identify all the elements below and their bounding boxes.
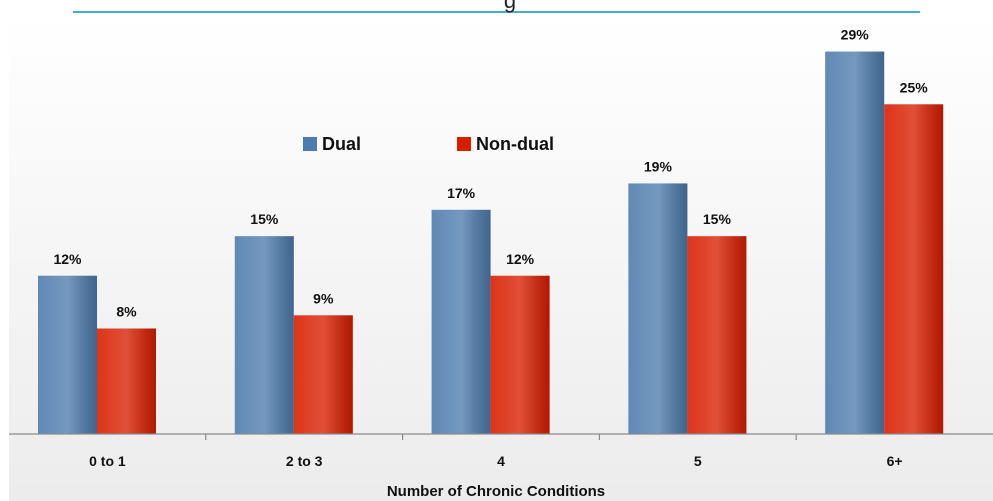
bar-shading [687, 236, 747, 434]
bar-shading [884, 104, 944, 434]
x-tick-label: 0 to 1 [89, 453, 126, 469]
bar-shading [293, 315, 353, 434]
data-label-dual: 15% [250, 211, 279, 227]
data-label-non-dual: 8% [116, 304, 137, 320]
legend-label-non-dual: Non-dual [476, 134, 554, 154]
x-axis-title: Number of Chronic Conditions [387, 483, 605, 500]
data-label-dual: 19% [644, 158, 673, 174]
x-axis-ticks [205, 434, 797, 440]
bar-shading [825, 51, 885, 434]
bars-layer [38, 51, 944, 434]
bar-shading [234, 236, 294, 434]
x-axis-tick-labels: 0 to 1 2 to 3 4 5 6+ [89, 453, 902, 469]
bar-shading [38, 275, 97, 434]
bar-shading [431, 209, 491, 434]
data-label-dual: 29% [841, 27, 870, 43]
legend-label-dual: Dual [322, 134, 361, 154]
data-label-dual: 17% [447, 185, 476, 201]
data-label-dual: 12% [53, 251, 82, 267]
data-label-non-dual: 25% [900, 79, 929, 95]
chart-title: g [504, 0, 516, 13]
data-label-non-dual: 15% [703, 211, 732, 227]
x-tick-label: 6+ [887, 453, 903, 469]
x-tick-label: 4 [497, 453, 505, 469]
bar-shading [97, 328, 156, 434]
bar-shading [490, 275, 550, 434]
data-label-non-dual: 9% [313, 290, 334, 306]
x-tick-label: 5 [694, 453, 702, 469]
data-labels-layer: 12% 8% 15% 9% 17% 12% 19% 15% 29% 25% [53, 27, 928, 320]
legend-swatch-non-dual [457, 137, 471, 151]
legend: Dual Non-dual [303, 134, 554, 154]
legend-swatch-dual [303, 137, 317, 151]
data-label-non-dual: 12% [506, 251, 535, 267]
bar-shading [628, 183, 688, 434]
x-tick-label: 2 to 3 [286, 453, 323, 469]
